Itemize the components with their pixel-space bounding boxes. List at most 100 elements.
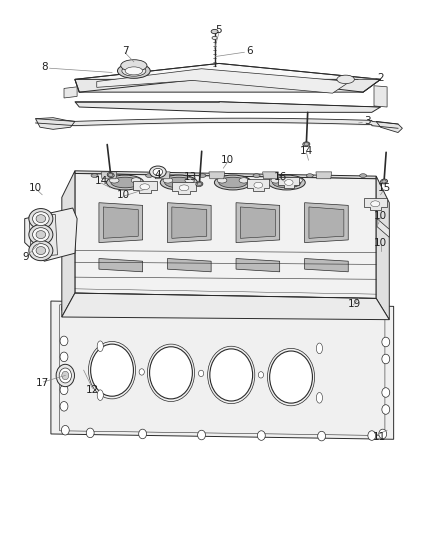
Ellipse shape (86, 300, 94, 310)
Ellipse shape (196, 182, 203, 187)
Text: 3: 3 (364, 116, 371, 126)
Polygon shape (240, 207, 276, 238)
Text: 15: 15 (378, 183, 392, 193)
Ellipse shape (165, 177, 193, 188)
Text: 10: 10 (221, 155, 234, 165)
Ellipse shape (139, 300, 147, 310)
Text: 9: 9 (23, 252, 29, 262)
Text: 19: 19 (348, 298, 361, 309)
Text: 13: 13 (184, 172, 197, 182)
Ellipse shape (36, 231, 46, 239)
Ellipse shape (106, 175, 144, 190)
Ellipse shape (60, 401, 68, 411)
Ellipse shape (371, 201, 380, 207)
Text: 4: 4 (155, 170, 161, 180)
Ellipse shape (117, 63, 150, 78)
Ellipse shape (150, 166, 166, 177)
Polygon shape (133, 181, 157, 192)
Polygon shape (29, 214, 57, 257)
Ellipse shape (32, 212, 49, 225)
Polygon shape (75, 102, 381, 112)
Ellipse shape (382, 337, 390, 347)
Polygon shape (75, 173, 376, 298)
Ellipse shape (258, 301, 265, 311)
Text: 14: 14 (300, 146, 313, 156)
Ellipse shape (272, 177, 301, 188)
Ellipse shape (60, 336, 68, 346)
Ellipse shape (337, 75, 354, 84)
Ellipse shape (163, 177, 173, 183)
Ellipse shape (368, 431, 376, 440)
Ellipse shape (379, 429, 387, 439)
Ellipse shape (198, 370, 204, 377)
Ellipse shape (185, 177, 194, 183)
Ellipse shape (318, 302, 325, 311)
Polygon shape (51, 301, 394, 439)
Ellipse shape (125, 67, 143, 75)
Polygon shape (62, 293, 389, 320)
Polygon shape (304, 203, 348, 243)
Ellipse shape (139, 369, 145, 375)
Polygon shape (97, 69, 350, 93)
Ellipse shape (254, 182, 263, 188)
Text: 6: 6 (246, 46, 253, 56)
Ellipse shape (153, 168, 162, 175)
Ellipse shape (318, 431, 325, 441)
Ellipse shape (210, 349, 253, 401)
Polygon shape (75, 171, 376, 179)
Polygon shape (376, 176, 389, 320)
Ellipse shape (59, 368, 71, 383)
Ellipse shape (29, 240, 53, 261)
Ellipse shape (382, 354, 390, 364)
Ellipse shape (32, 228, 49, 241)
Ellipse shape (160, 175, 198, 190)
Polygon shape (364, 198, 387, 209)
Ellipse shape (217, 177, 227, 183)
Ellipse shape (62, 371, 69, 379)
Polygon shape (172, 207, 207, 238)
Ellipse shape (111, 177, 139, 188)
Polygon shape (316, 172, 332, 179)
Polygon shape (209, 172, 225, 179)
Polygon shape (247, 179, 269, 191)
Ellipse shape (86, 428, 94, 438)
Ellipse shape (271, 177, 281, 183)
Ellipse shape (122, 66, 146, 76)
Polygon shape (99, 259, 143, 272)
Ellipse shape (303, 142, 310, 147)
Ellipse shape (258, 372, 264, 378)
Ellipse shape (380, 308, 388, 318)
Ellipse shape (316, 392, 322, 403)
Ellipse shape (107, 173, 114, 177)
Ellipse shape (258, 431, 265, 440)
Text: 14: 14 (95, 176, 108, 187)
Polygon shape (103, 207, 138, 238)
Text: 8: 8 (41, 62, 48, 72)
Ellipse shape (270, 351, 312, 403)
Ellipse shape (368, 304, 376, 314)
Text: 11: 11 (373, 432, 386, 442)
Text: 10: 10 (374, 211, 387, 221)
Polygon shape (62, 171, 75, 317)
Text: 10: 10 (29, 183, 42, 193)
Ellipse shape (198, 301, 205, 310)
Ellipse shape (109, 173, 113, 176)
Ellipse shape (36, 215, 46, 223)
Polygon shape (309, 207, 344, 238)
Ellipse shape (91, 344, 134, 396)
Ellipse shape (285, 180, 293, 185)
Polygon shape (279, 176, 299, 188)
Ellipse shape (382, 180, 386, 183)
Text: 5: 5 (215, 25, 223, 35)
Ellipse shape (61, 303, 69, 313)
Ellipse shape (382, 387, 390, 397)
Ellipse shape (197, 182, 201, 185)
Polygon shape (236, 259, 280, 272)
Ellipse shape (150, 347, 192, 399)
Polygon shape (75, 79, 381, 92)
Ellipse shape (219, 177, 247, 188)
Ellipse shape (215, 175, 251, 190)
Ellipse shape (306, 174, 313, 177)
Ellipse shape (382, 405, 390, 414)
Ellipse shape (97, 390, 103, 400)
